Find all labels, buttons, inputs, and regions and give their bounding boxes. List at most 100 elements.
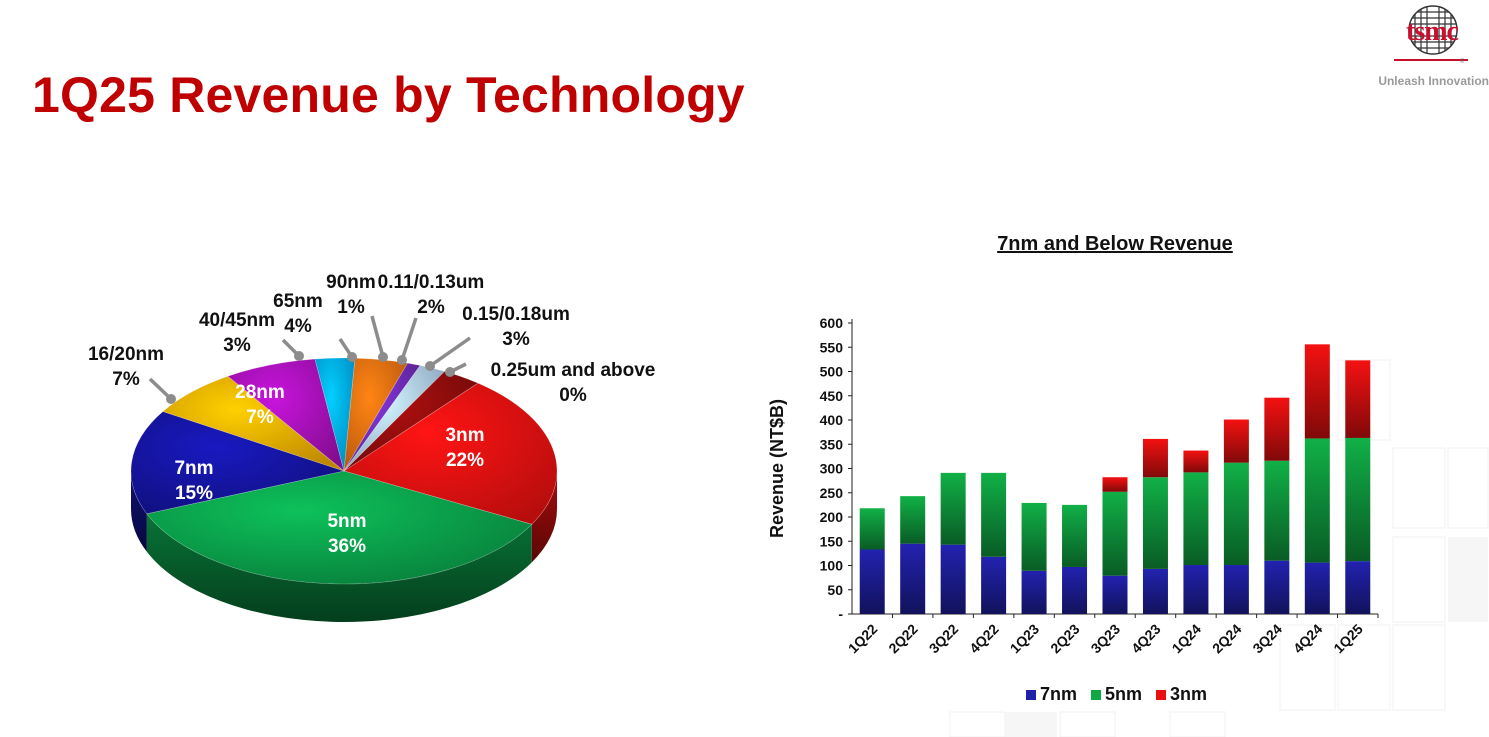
pie-label-name: 5nm [327,511,366,532]
bar-7nm-4Q24 [1304,562,1330,614]
registered-mark: ® [1460,59,1465,65]
pie-label-pct: 4% [284,316,312,337]
pie-leader-dot [166,394,176,404]
y-tick-label: 400 [820,412,844,428]
x-tick-label: 4Q24 [1290,621,1326,657]
bar-5nm-2Q22 [900,496,926,544]
tagline: Unleash Innovation [1378,74,1489,88]
pie-label-pct: 2% [417,297,445,318]
bar-3nm-3Q23 [1102,477,1128,492]
pie-label-pct: 7% [112,369,140,390]
x-tick-label: 2Q22 [885,621,921,657]
bar-3nm-4Q23 [1142,438,1168,478]
legend-label: 7nm [1040,684,1078,704]
pie-label-name: 0.11/0.13um [378,272,485,293]
bar-7nm-1Q24 [1183,565,1209,614]
pie-label-name: 3nm [445,425,484,446]
pie-label-pct: 3% [502,329,530,350]
pie-leader-line [370,315,385,358]
bar-5nm-3Q23 [1102,491,1128,576]
bar-chart-legend: 7nm 5nm 3nm [1026,684,1207,705]
logo-wordmark: tsmc [1406,16,1459,47]
bar-5nm-1Q24 [1183,472,1209,566]
x-tick-label: 3Q24 [1249,621,1285,657]
bar-7nm-1Q25 [1345,561,1371,614]
x-tick-label: 1Q25 [1330,621,1366,657]
pie-side-5nm [146,513,532,623]
bar-7nm-2Q23 [1062,566,1088,614]
x-tick-label: 4Q22 [966,621,1002,657]
pie-top [130,357,558,585]
pie-label-pct: 36% [328,536,366,557]
bar-5nm-3Q22 [940,472,966,545]
bar-7nm-4Q23 [1142,568,1168,614]
x-tick-label: 1Q24 [1169,621,1205,657]
pie-label-pct: 1% [337,297,365,318]
y-tick-label: 250 [820,485,844,501]
legend-label: 3nm [1170,684,1208,704]
y-tick-label: 600 [820,315,844,331]
x-tick-label: 3Q23 [1088,621,1124,657]
pie-label-name: 40/45nm [199,310,275,331]
y-tick-label: 50 [827,582,843,598]
bar-7nm-4Q22 [981,556,1007,614]
pie-slice-90nm [343,362,421,472]
bar-3nm-4Q24 [1304,344,1330,439]
y-tick-label: 200 [820,509,844,525]
pie-label-name: 16/20nm [88,344,164,365]
pie-label-pct: 7% [246,407,274,428]
pie-labels: 3nm 22% 5nm 36% 7nm 15% 16/20nm 7% 28nm 7% 40/45nm… [88,272,655,557]
logo-underline [1394,59,1468,61]
pie-side-3nm [531,471,557,563]
legend-swatch [1026,689,1036,700]
pie-leader-dot [425,361,435,371]
pie-label-name: 90nm [326,272,376,293]
pie-slice-0.15/0.18um [343,371,479,472]
pie-slice-7nm [130,411,346,515]
x-tick-label: 3Q22 [926,621,962,657]
pie-slice-28nm [227,358,345,472]
bar-7nm-2Q24 [1223,565,1249,614]
bar-7nm-3Q22 [940,544,966,614]
pie-leader-dot [294,351,304,361]
x-tick-label: 2Q23 [1047,621,1083,657]
pie-label-name: 65nm [273,291,323,312]
technology-pie-chart: 3nm 22% 5nm 36% 7nm 15% 16/20nm 7% 28nm 7% 40/45nm… [88,272,655,623]
pie-label-pct: 22% [446,450,484,471]
bar-5nm-2Q23 [1062,504,1088,567]
legend-label: 5nm [1105,684,1143,704]
pie-leader-line [400,317,418,361]
legend-swatch [1156,689,1167,700]
pie-label-name: 7nm [174,458,213,479]
bar-3nm-1Q25 [1345,360,1371,438]
bar-5nm-4Q24 [1304,438,1330,563]
y-tick-label: 100 [820,558,844,574]
bar-7nm-1Q23 [1021,570,1047,614]
bar-7nm-1Q22 [859,549,885,614]
pie-label-name: 0.15/0.18um [462,304,570,325]
bar-chart-title: 7nm and Below Revenue [997,233,1233,255]
pie-slice-5nm [146,470,533,585]
pie-side-7nm [131,471,147,552]
bar-5nm-1Q25 [1345,437,1371,562]
tsmc-logo: tsmc ® [1366,4,1488,90]
bar-3nm-1Q24 [1183,450,1209,473]
pie-leader-line [428,336,472,368]
bar-3nm-2Q24 [1223,419,1249,463]
y-tick-label: 500 [820,364,844,380]
bar-5nm-4Q23 [1142,477,1168,569]
y-axis-label: Revenue (NT$B) [767,399,787,538]
wafer-globe-icon [1408,5,1458,55]
page-title: 1Q25 Revenue by Technology [32,67,745,123]
bar-5nm-4Q22 [981,472,1007,557]
y-tick-label: 150 [820,533,844,549]
pie-side-walls [131,471,557,623]
bar-5nm-1Q23 [1021,502,1047,571]
legend-swatch [1091,689,1102,700]
revenue-bar-chart: - 50 100 150 200 250 300 350 400 450 500 550 600 Reve… [767,315,1379,657]
bar-3nm-3Q24 [1264,397,1290,461]
pie-leader-dot [445,367,455,377]
pie-label-name: 0.25um and above [491,360,656,381]
bar-5nm-1Q22 [859,508,885,550]
x-tick-label: 2Q24 [1209,621,1245,657]
